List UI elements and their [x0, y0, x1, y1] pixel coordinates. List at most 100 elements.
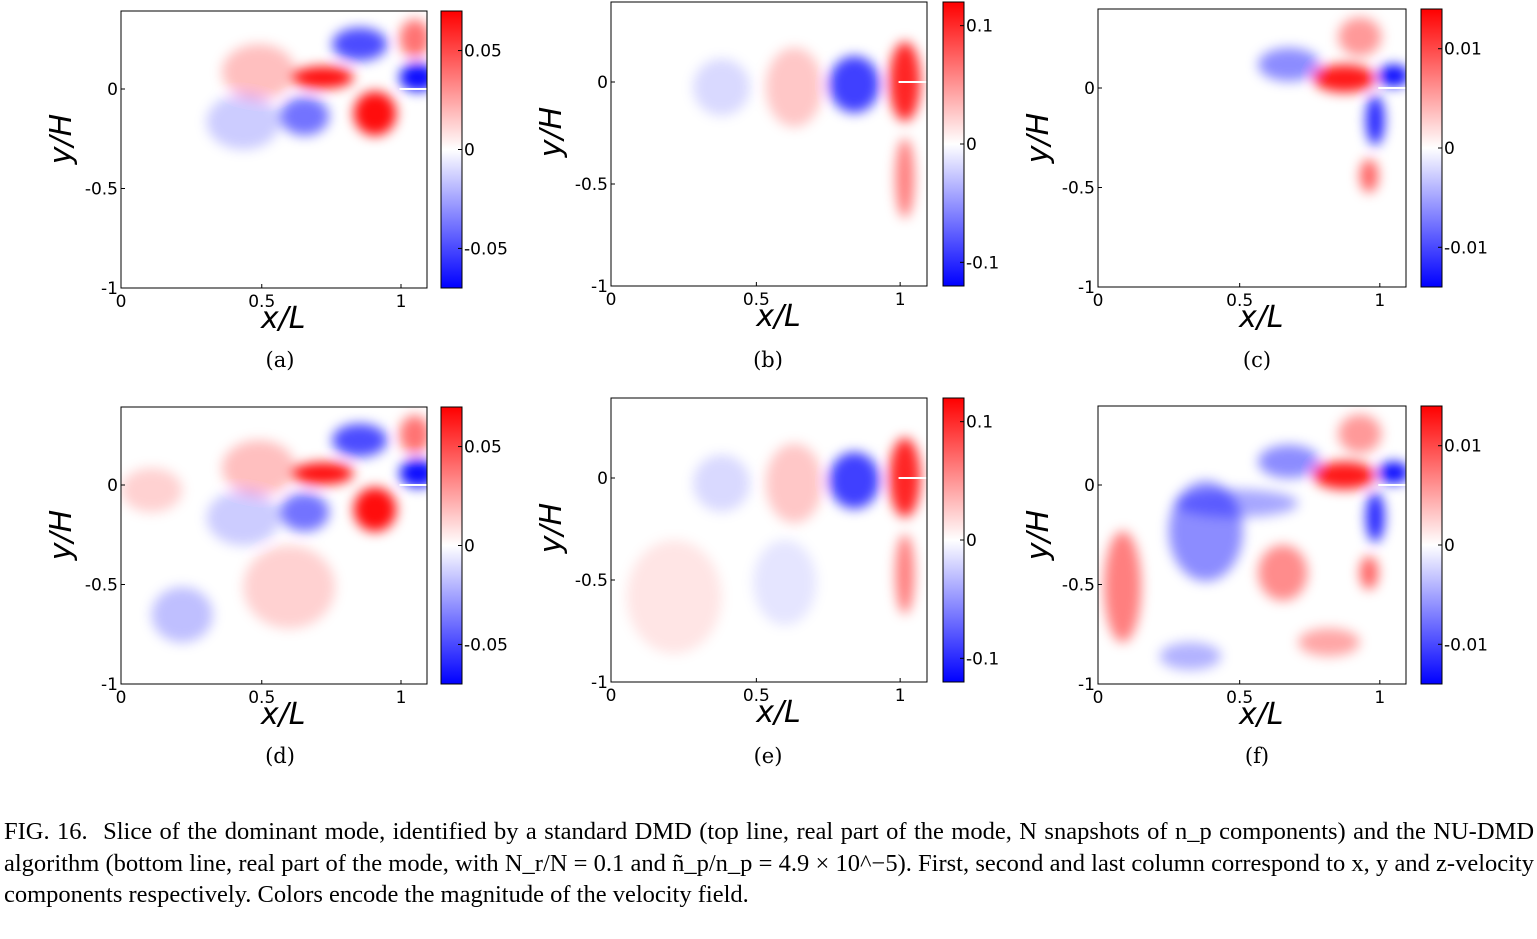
subcaption-a: (a)	[265, 348, 295, 372]
x-tick-label: 1	[396, 292, 407, 312]
field-blob	[765, 47, 823, 127]
panel-f: 0 0.5 1 0 -0.5 -1 x/L y/H 0.01 0 -0.01	[1021, 405, 1488, 732]
y-tick-label: -0.5	[575, 175, 608, 195]
x-tick-label: 0	[1093, 291, 1104, 311]
x-tick-label: 1	[895, 686, 906, 706]
x-axis-label: x/L	[260, 697, 306, 732]
colorbar-tick-label: -0.1	[966, 253, 999, 273]
x-axis-label: x/L	[755, 299, 801, 334]
colorbar-tick-label: -0.1	[966, 649, 999, 669]
field-blob	[206, 94, 281, 150]
y-tick-label: -0.5	[1062, 576, 1095, 596]
field-blob	[895, 138, 915, 218]
field-blob	[353, 91, 397, 136]
y-tick-label: -0.5	[85, 576, 118, 596]
x-tick-label: 0	[116, 292, 127, 312]
field-blob	[1104, 531, 1142, 643]
x-tick-label: 0.5	[1226, 291, 1253, 311]
colorbar-tick-label: 0.1	[966, 413, 993, 433]
field-blob	[829, 451, 880, 509]
colorbar-tick-label: -0.05	[464, 239, 508, 259]
y-tick-label: 0	[107, 476, 118, 496]
field-blob	[1378, 64, 1406, 87]
x-tick-label: 0	[116, 688, 127, 708]
field-blob	[1175, 489, 1299, 518]
field-blob	[1359, 159, 1379, 193]
colorbar-tick-label: 0	[966, 135, 977, 155]
velocity-field	[693, 41, 921, 218]
subcaption-b: (b)	[753, 348, 783, 372]
y-axis-label: y/H	[534, 107, 569, 158]
field-blob	[1365, 492, 1385, 543]
x-axis-label: x/L	[1238, 697, 1284, 732]
field-blob	[121, 467, 183, 513]
y-tick-label: -0.5	[575, 571, 608, 591]
field-blob	[280, 492, 330, 532]
colorbar-tick-label: 0.05	[464, 42, 502, 62]
field-blob	[1313, 64, 1376, 93]
plot-frame	[120, 406, 428, 685]
x-tick-label: 0	[1093, 688, 1104, 708]
velocity-field	[1104, 414, 1406, 671]
x-tick-label: 0.5	[248, 292, 275, 312]
y-axis-label: y/H	[1021, 113, 1056, 164]
x-axis-label: x/L	[1238, 300, 1284, 335]
velocity-field	[206, 19, 427, 150]
field-blob	[1159, 642, 1222, 671]
y-tick-label: -1	[1078, 278, 1095, 298]
x-tick-label: 0.5	[743, 686, 770, 706]
y-axis-label: y/H	[534, 503, 569, 554]
field-blob	[221, 440, 296, 496]
colorbar-tick-label: 0.1	[966, 17, 993, 37]
field-blob	[221, 44, 296, 100]
velocity-field	[121, 415, 427, 643]
field-blob	[353, 487, 397, 532]
figure-caption: FIG. 16. Slice of the dominant mode, ide…	[4, 816, 1534, 911]
field-blob	[693, 454, 751, 512]
field-blob	[399, 459, 427, 488]
field-blob	[399, 415, 427, 455]
y-tick-label: -0.5	[1062, 179, 1095, 199]
y-tick-label: -1	[591, 277, 608, 297]
field-blob	[765, 443, 823, 523]
field-blob	[399, 19, 427, 59]
field-blob	[1258, 444, 1320, 479]
field-blob	[292, 462, 354, 485]
field-blob	[332, 423, 388, 457]
colorbar-tick-label: 0	[1444, 139, 1455, 159]
panel-c: 0 0.5 1 0 -0.5 -1 x/L y/H 0.01 0 -0.01	[1021, 8, 1488, 335]
y-tick-label: -1	[101, 279, 118, 299]
colorbar-tick-label: -0.05	[464, 635, 508, 655]
y-tick-label: 0	[597, 469, 608, 489]
panel-e: 0 0.5 1 0 -0.5 -1 x/L y/H 0.1 0 -0.1	[534, 397, 999, 730]
x-tick-label: 0.5	[248, 688, 275, 708]
x-tick-label: 1	[895, 290, 906, 310]
colorbar-tick-label: 0	[464, 141, 475, 161]
y-tick-label: -1	[591, 673, 608, 693]
field-blob	[693, 58, 751, 116]
y-axis-label: y/H	[44, 114, 79, 165]
colorbar-tick-label: 0.01	[1444, 40, 1482, 60]
x-axis-label: x/L	[755, 695, 801, 730]
field-blob	[1258, 47, 1320, 82]
field-blob	[829, 55, 880, 113]
plot-frame	[120, 10, 428, 289]
y-axis-label: y/H	[44, 510, 79, 561]
field-blob	[1338, 414, 1382, 454]
plot-frame	[610, 1, 928, 287]
plot-frame	[1097, 8, 1407, 288]
colorbar-tick-label: 0	[966, 531, 977, 551]
x-tick-label: 1	[396, 688, 407, 708]
colorbar-tick-label: 0.01	[1444, 437, 1482, 457]
x-tick-label: 0.5	[743, 290, 770, 310]
field-blob	[1298, 628, 1360, 657]
colorbar-tick-label: -0.01	[1444, 635, 1488, 655]
colorbar-tick-label: 0	[1444, 536, 1455, 556]
field-blob	[292, 66, 354, 89]
y-tick-label: 0	[1084, 79, 1095, 99]
field-blob	[280, 96, 330, 136]
y-tick-label: 0	[1084, 476, 1095, 496]
panel-a: 0 0.5 1 0 -0.5 -1 x/L y/H 0.05 0 -0.05	[44, 10, 508, 336]
field-blob	[243, 545, 336, 629]
